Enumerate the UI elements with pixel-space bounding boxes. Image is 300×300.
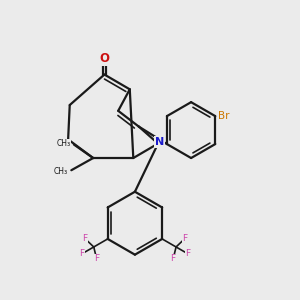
Text: F: F <box>94 254 99 263</box>
Text: O: O <box>99 52 110 65</box>
Text: Br: Br <box>218 111 229 121</box>
Text: N: N <box>155 137 164 147</box>
Text: F: F <box>82 234 88 243</box>
Text: F: F <box>182 234 188 243</box>
Text: F: F <box>79 249 84 258</box>
Text: CH₃: CH₃ <box>54 167 68 176</box>
Text: F: F <box>185 249 190 258</box>
Text: F: F <box>171 254 176 263</box>
Text: CH₃: CH₃ <box>57 139 71 148</box>
